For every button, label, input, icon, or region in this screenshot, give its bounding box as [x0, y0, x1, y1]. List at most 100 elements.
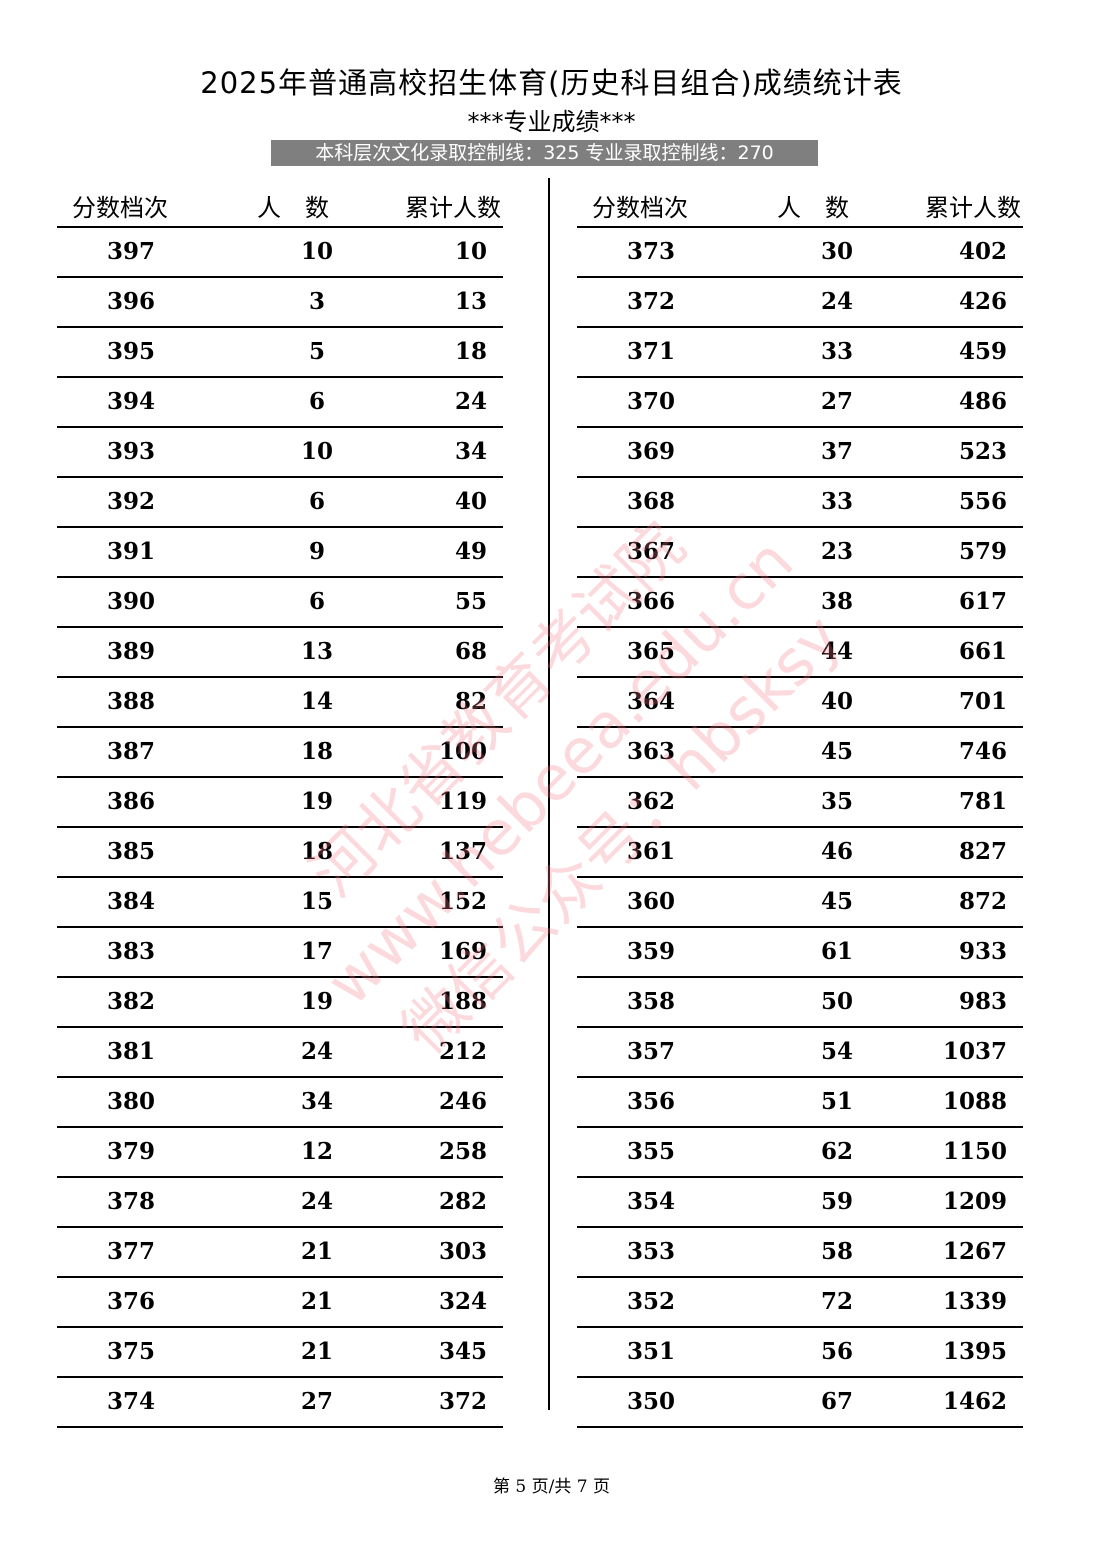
- table-row: 387 18 100: [57, 728, 503, 778]
- count-cell: 18: [300, 838, 333, 865]
- score-cell: 359: [627, 938, 676, 965]
- score-cell: 378: [107, 1188, 156, 1215]
- table-header: 分数档次 人 数 累计人数: [577, 180, 1023, 228]
- count-cell: 19: [300, 788, 333, 815]
- score-cell: 394: [107, 388, 156, 415]
- count-cell: 23: [820, 538, 853, 565]
- table-row: 378 24 282: [57, 1178, 503, 1228]
- count-cell: 21: [300, 1238, 333, 1265]
- count-cell: 30: [820, 238, 853, 265]
- column-divider: [548, 178, 550, 1410]
- count-cell: 5: [308, 338, 325, 365]
- score-cell: 383: [107, 938, 156, 965]
- count-cell: 3: [308, 288, 325, 315]
- score-cell: 372: [627, 288, 676, 315]
- count-cell: 24: [820, 288, 853, 315]
- score-cell: 379: [107, 1138, 156, 1165]
- cumulative-cell: 324: [438, 1288, 487, 1315]
- cumulative-cell: 258: [438, 1138, 487, 1165]
- score-table-right: 分数档次 人 数 累计人数 373 30 402 372 24 426 371 33 459 37…: [577, 180, 1023, 1428]
- count-cell: 46: [820, 838, 853, 865]
- table-row: 376 21 324: [57, 1278, 503, 1328]
- table-row: 386 19 119: [57, 778, 503, 828]
- table-row: 397 10 10: [57, 228, 503, 278]
- score-cell: 387: [107, 738, 156, 765]
- cumulative-cell: 1267: [942, 1238, 1007, 1265]
- score-cell: 368: [627, 488, 676, 515]
- table-row: 388 14 82: [57, 678, 503, 728]
- table-row: 352 72 1339: [577, 1278, 1023, 1328]
- table-row: 385 18 137: [57, 828, 503, 878]
- cumulative-cell: 18: [454, 338, 487, 365]
- cumulative-cell: 486: [958, 388, 1007, 415]
- count-cell: 59: [820, 1188, 853, 1215]
- score-cell: 385: [107, 838, 156, 865]
- table-row: 396 3 13: [57, 278, 503, 328]
- table-row: 357 54 1037: [577, 1028, 1023, 1078]
- table-row: 351 56 1395: [577, 1328, 1023, 1378]
- score-cell: 380: [107, 1088, 156, 1115]
- cumulative-cell: 827: [958, 838, 1007, 865]
- page-footer: 第 5 页/共 7 页: [493, 1477, 610, 1497]
- count-cell: 45: [820, 888, 853, 915]
- score-cell: 390: [107, 588, 156, 615]
- table-row: 374 27 372: [57, 1378, 503, 1428]
- score-cell: 382: [107, 988, 156, 1015]
- table-row: 355 62 1150: [577, 1128, 1023, 1178]
- table-body: 397 10 10 396 3 13 395 5 18 394 6 24 393 10 34 392 6 40 39…: [57, 228, 503, 1428]
- score-cell: 396: [107, 288, 156, 315]
- score-cell: 352: [627, 1288, 676, 1315]
- table-row: 363 45 746: [577, 728, 1023, 778]
- cumulative-cell: 40: [454, 488, 487, 515]
- count-cell: 37: [820, 438, 853, 465]
- score-cell: 391: [107, 538, 156, 565]
- score-cell: 365: [627, 638, 676, 665]
- score-cell: 388: [107, 688, 156, 715]
- table-row: 364 40 701: [577, 678, 1023, 728]
- cumulative-cell: 34: [454, 438, 487, 465]
- table-row: 389 13 68: [57, 628, 503, 678]
- cumulative-cell: 10: [454, 238, 487, 265]
- cumulative-cell: 781: [958, 788, 1007, 815]
- count-cell: 10: [300, 238, 333, 265]
- count-cell: 33: [820, 338, 853, 365]
- table-row: 384 15 152: [57, 878, 503, 928]
- table-row: 354 59 1209: [577, 1178, 1023, 1228]
- count-cell: 67: [820, 1388, 853, 1415]
- score-cell: 356: [627, 1088, 676, 1115]
- table-row: 370 27 486: [577, 378, 1023, 428]
- cumulative-cell: 372: [438, 1388, 487, 1415]
- table-row: 392 6 40: [57, 478, 503, 528]
- table-row: 353 58 1267: [577, 1228, 1023, 1278]
- score-cell: 397: [107, 238, 156, 265]
- count-cell: 17: [300, 938, 333, 965]
- score-cell: 395: [107, 338, 156, 365]
- count-cell: 6: [308, 588, 325, 615]
- count-cell: 58: [820, 1238, 853, 1265]
- cumulative-cell: 523: [958, 438, 1007, 465]
- count-cell: 14: [300, 688, 333, 715]
- cumulative-cell: 1150: [942, 1138, 1007, 1165]
- count-cell: 19: [300, 988, 333, 1015]
- count-cell: 13: [300, 638, 333, 665]
- count-cell: 44: [820, 638, 853, 665]
- count-cell: 34: [300, 1088, 333, 1115]
- cumulative-cell: 1088: [942, 1088, 1007, 1115]
- score-cell: 376: [107, 1288, 156, 1315]
- score-cell: 384: [107, 888, 156, 915]
- score-cell: 371: [627, 338, 676, 365]
- table-row: 382 19 188: [57, 978, 503, 1028]
- count-cell: 24: [300, 1188, 333, 1215]
- score-cell: 374: [107, 1388, 156, 1415]
- score-cell: 392: [107, 488, 156, 515]
- score-cell: 360: [627, 888, 676, 915]
- score-cell: 369: [627, 438, 676, 465]
- count-cell: 10: [300, 438, 333, 465]
- score-cell: 361: [627, 838, 676, 865]
- table-row: 371 33 459: [577, 328, 1023, 378]
- cumulative-cell: 188: [438, 988, 487, 1015]
- cumulative-cell: 345: [438, 1338, 487, 1365]
- table-row: 359 61 933: [577, 928, 1023, 978]
- count-cell: 51: [820, 1088, 853, 1115]
- score-cell: 351: [627, 1338, 676, 1365]
